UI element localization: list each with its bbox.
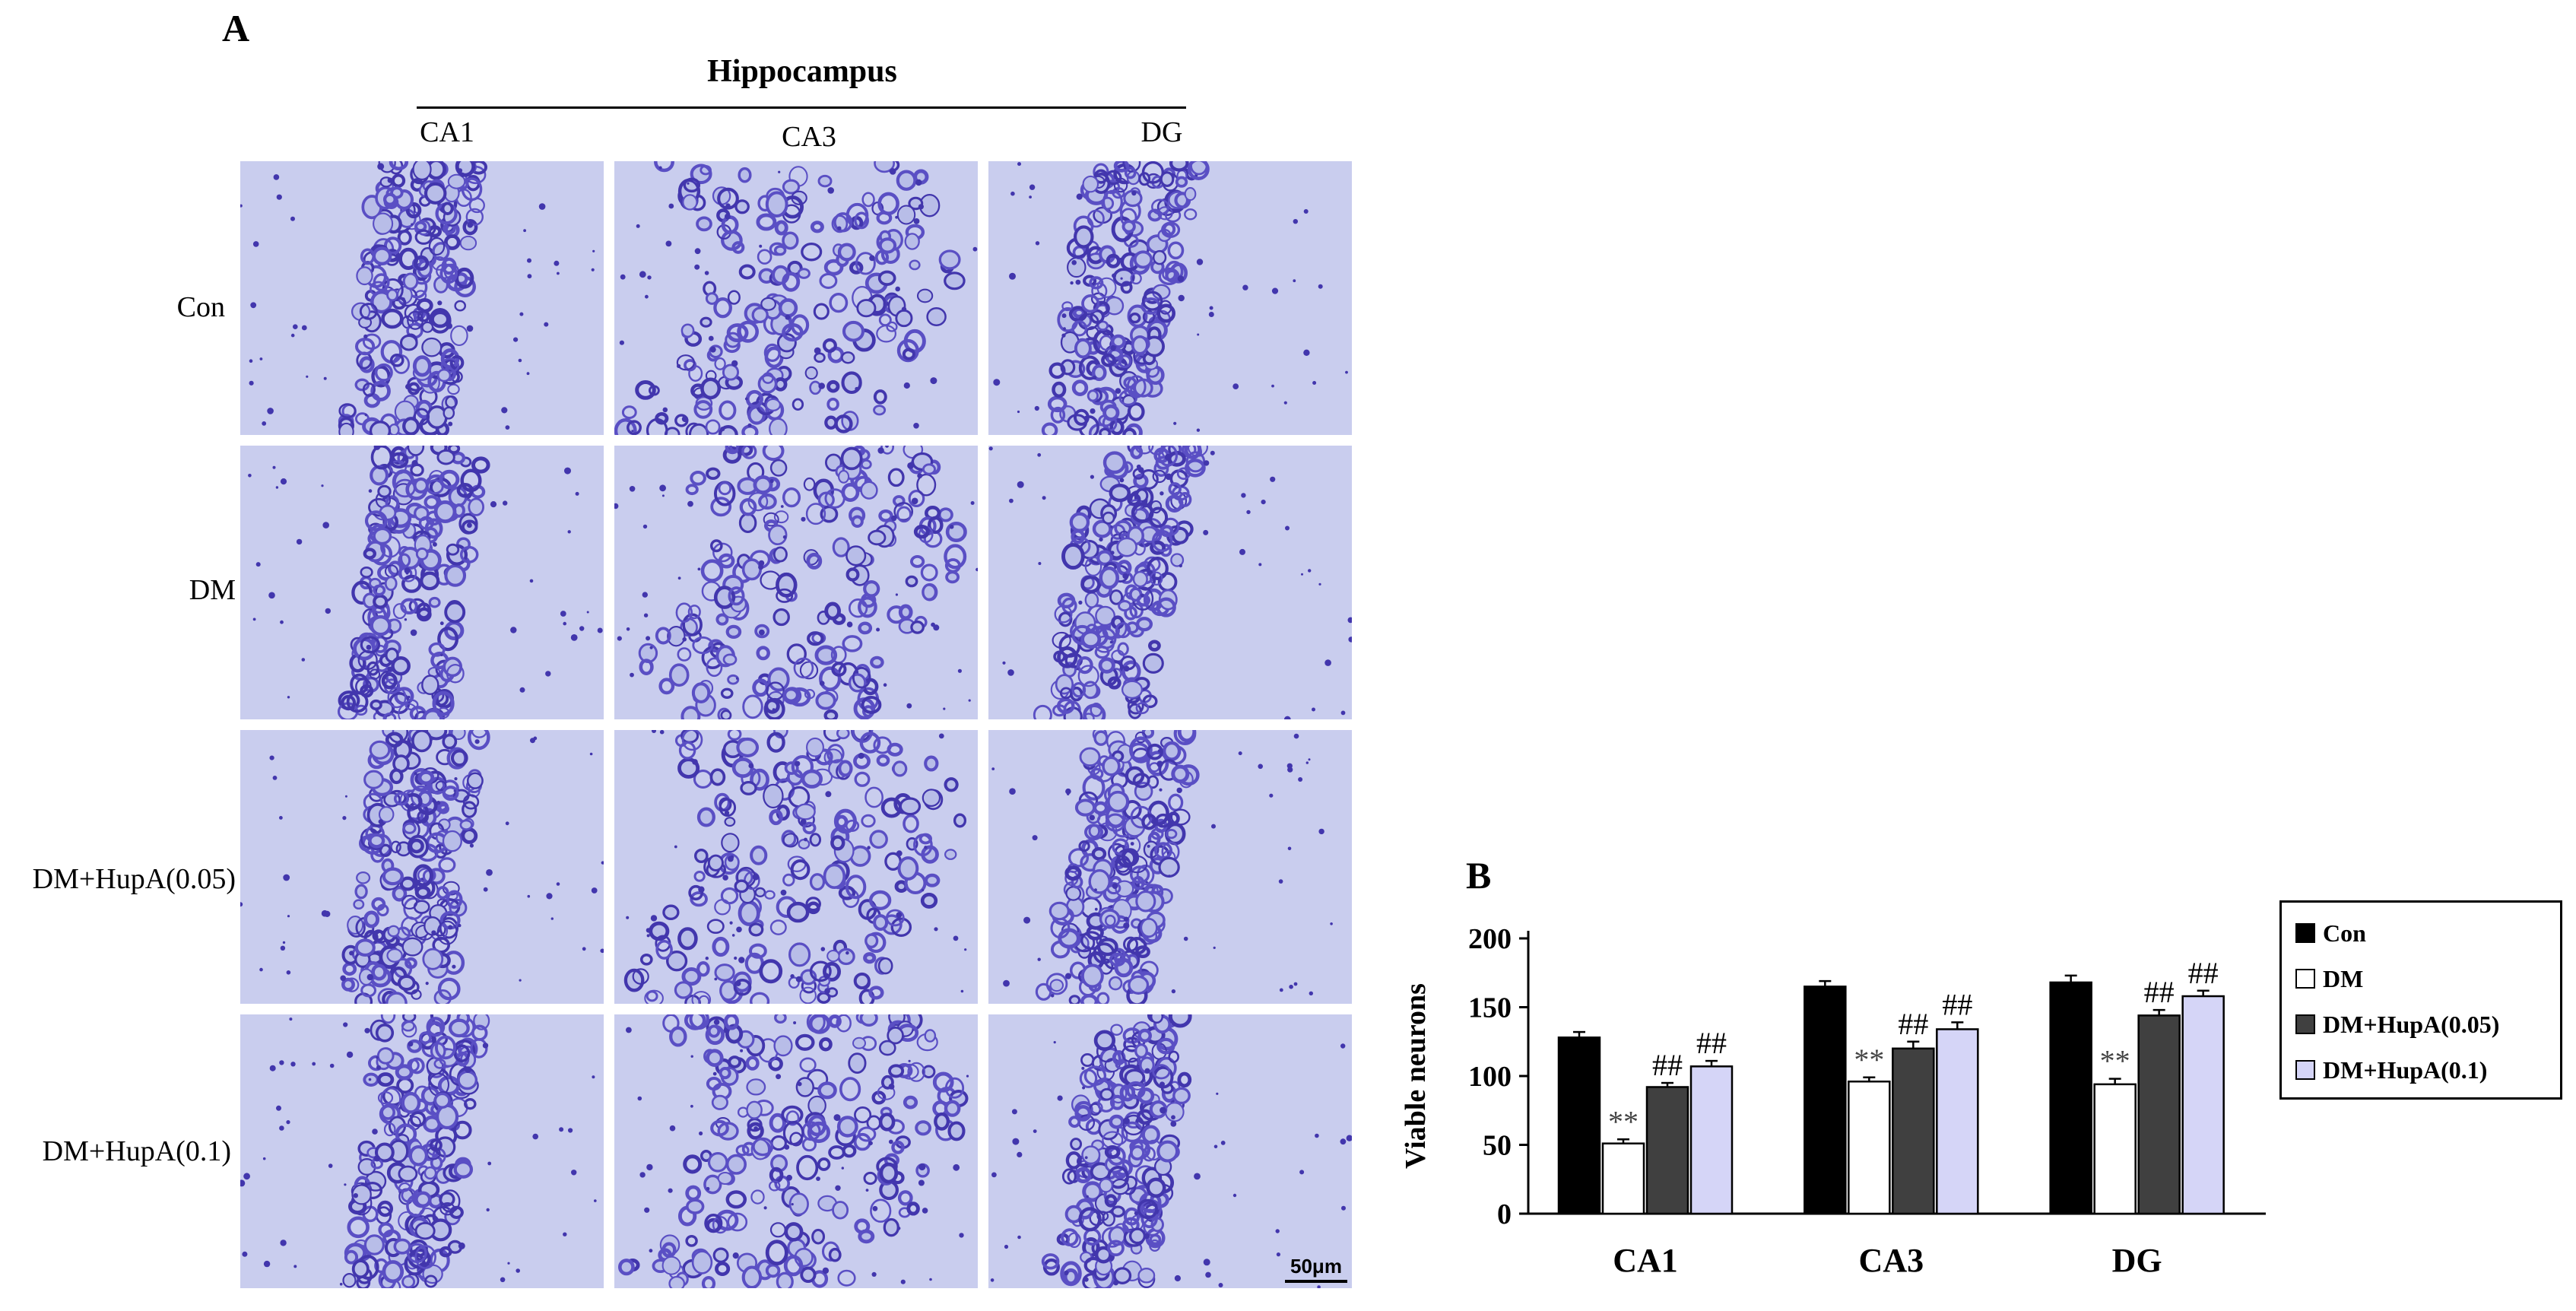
row-label-con: Con bbox=[176, 291, 225, 323]
legend-swatch-dm bbox=[2295, 969, 2315, 989]
bar-ca3-1 bbox=[1848, 1080, 1891, 1215]
bar-dg-1 bbox=[2093, 1083, 2137, 1215]
micrograph-3-1 bbox=[614, 1014, 978, 1288]
panel-b-letter: B bbox=[1466, 854, 1492, 897]
legend-item-dm: DM bbox=[2295, 956, 2560, 1002]
panel-a-letter: A bbox=[222, 7, 250, 49]
bar-ca1-2 bbox=[1645, 1086, 1689, 1215]
legend-swatch-dm-hupa-005 bbox=[2295, 1014, 2315, 1034]
row-label-dm: DM bbox=[189, 574, 236, 606]
chart-legend: Con DM DM+HupA(0.05) DM+HupA(0.1) bbox=[2279, 900, 2562, 1100]
bar-ca1-0 bbox=[1557, 1036, 1601, 1215]
annotation-ca1-1: ** bbox=[1608, 1104, 1639, 1138]
bar-ca1-1 bbox=[1601, 1142, 1645, 1215]
micrograph-2-0 bbox=[240, 730, 604, 1004]
micrograph-2-1 bbox=[614, 730, 978, 1004]
y-tick-label-100: 100 bbox=[1468, 1061, 1512, 1093]
annotation-dg-3: ## bbox=[2188, 956, 2219, 990]
micrograph-grid bbox=[240, 161, 1352, 1288]
column-label-dg: DG bbox=[1140, 116, 1183, 148]
y-axis-label: Viable neurons bbox=[1400, 983, 1432, 1169]
x-tick-label-ca3: CA3 bbox=[1859, 1242, 1924, 1279]
legend-item-con: Con bbox=[2295, 910, 2560, 956]
annotation-ca1-3: ## bbox=[1696, 1026, 1727, 1060]
column-label-ca1: CA1 bbox=[420, 116, 474, 148]
micrograph-3-0 bbox=[240, 1014, 604, 1288]
annotation-dg-1: ** bbox=[2100, 1044, 2130, 1078]
bar-ca3-3 bbox=[1936, 1028, 1979, 1215]
y-tick-label-200: 200 bbox=[1468, 923, 1512, 955]
annotation-ca3-2: ## bbox=[1898, 1007, 1928, 1041]
x-tick-label-ca1: CA1 bbox=[1613, 1242, 1678, 1279]
micrograph-0-1 bbox=[614, 161, 978, 435]
annotation-dg-2: ## bbox=[2144, 975, 2175, 1009]
micrograph-1-1 bbox=[614, 446, 978, 719]
micrograph-0-2 bbox=[988, 161, 1352, 435]
legend-swatch-con bbox=[2295, 923, 2315, 943]
row-label-dm-hupa-005: DM+HupA(0.05) bbox=[32, 863, 236, 895]
bar-dg-2 bbox=[2137, 1014, 2181, 1215]
annotation-ca3-1: ** bbox=[1854, 1043, 1884, 1077]
bar-ca1-3 bbox=[1689, 1065, 1734, 1215]
region-divider bbox=[417, 106, 1186, 109]
legend-swatch-dm-hupa-01 bbox=[2295, 1060, 2315, 1080]
micrograph-1-0 bbox=[240, 446, 604, 719]
scale-bar-label: 50μm bbox=[1290, 1255, 1342, 1278]
bar-chart: 0 50 100 150 200 Viable neurons CA1 ** ## ## CA3 **… bbox=[1400, 923, 2266, 1279]
annotation-ca3-3: ## bbox=[1942, 987, 1972, 1021]
legend-label-dm-hupa-005: DM+HupA(0.05) bbox=[2323, 1010, 2500, 1038]
y-tick-label-150: 150 bbox=[1468, 992, 1512, 1024]
legend-item-dm-hupa-01: DM+HupA(0.1) bbox=[2295, 1047, 2560, 1093]
scale-bar: 50μm bbox=[1285, 1255, 1347, 1283]
y-tick-label-0: 0 bbox=[1497, 1198, 1512, 1230]
x-tick-label-dg: DG bbox=[2112, 1242, 2162, 1279]
bar-ca3-2 bbox=[1892, 1047, 1935, 1215]
micrograph-0-0 bbox=[240, 161, 604, 435]
legend-item-dm-hupa-005: DM+HupA(0.05) bbox=[2295, 1002, 2560, 1047]
y-tick-label-50: 50 bbox=[1483, 1130, 1512, 1162]
region-title: Hippocampus bbox=[707, 54, 897, 89]
bar-dg-3 bbox=[2181, 995, 2225, 1215]
column-label-ca3: CA3 bbox=[782, 121, 836, 153]
legend-label-con: Con bbox=[2323, 919, 2366, 947]
annotation-ca1-2: ## bbox=[1652, 1048, 1683, 1082]
bar-ca3-0 bbox=[1804, 986, 1847, 1215]
row-label-dm-hupa-01: DM+HupA(0.1) bbox=[42, 1135, 231, 1167]
micrograph-2-2 bbox=[988, 730, 1352, 1004]
bar-dg-0 bbox=[2049, 981, 2092, 1215]
micrograph-1-2 bbox=[988, 446, 1352, 719]
scale-bar-line bbox=[1285, 1280, 1347, 1283]
legend-label-dm: DM bbox=[2323, 964, 2364, 992]
legend-label-dm-hupa-01: DM+HupA(0.1) bbox=[2323, 1055, 2488, 1084]
micrograph-3-2 bbox=[988, 1014, 1352, 1288]
